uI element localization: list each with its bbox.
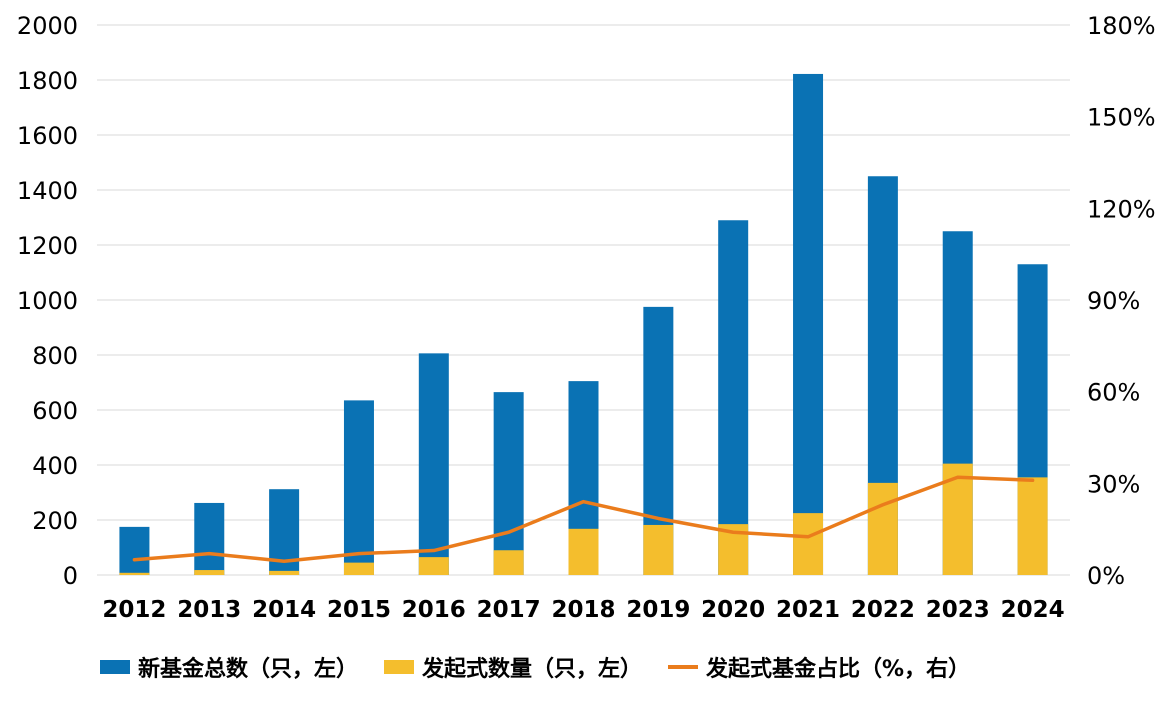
- x-tick-label: 2012: [102, 597, 166, 623]
- legend-label-ratio: 发起式基金占比（%，右）: [706, 657, 971, 682]
- left-axis-ticks: 0 200 400 600 800 1000 1200 1400 1600 1800 2000: [17, 12, 78, 590]
- bars-initiated-series: [119, 463, 1048, 575]
- x-tick-label: 2022: [851, 597, 915, 623]
- right-tick-label: 120%: [1087, 195, 1156, 223]
- left-tick-label: 1200: [17, 232, 78, 260]
- bar-initiated: [269, 570, 300, 575]
- bar-initiated: [568, 528, 599, 575]
- left-tick-label: 1800: [17, 67, 78, 95]
- bar-initiated: [493, 550, 524, 575]
- right-tick-label: 150%: [1087, 104, 1156, 132]
- legend-item-ratio: 发起式基金占比（%，右）: [668, 651, 970, 683]
- bar-initiated: [867, 482, 898, 575]
- legend: 新基金总数（只，左） 发起式数量（只，左） 发起式基金占比（%，右）: [100, 650, 996, 684]
- left-tick-label: 800: [32, 342, 78, 370]
- left-tick-label: 400: [32, 452, 78, 480]
- bar-total: [418, 353, 449, 575]
- x-tick-label: 2014: [252, 597, 316, 623]
- left-tick-label: 200: [32, 507, 78, 535]
- legend-item-total: 新基金总数（只，左）: [100, 651, 358, 683]
- legend-swatch-ratio: [668, 665, 699, 669]
- bar-total: [343, 400, 374, 575]
- x-tick-label: 2013: [177, 597, 241, 623]
- legend-label-total: 新基金总数（只，左）: [138, 657, 359, 682]
- x-tick-label: 2024: [1001, 597, 1065, 623]
- bar-initiated: [119, 572, 150, 575]
- x-tick-label: 2016: [402, 597, 466, 623]
- x-axis-ticks: 2012 2013 2014 2015 2016 2017 2018 2019 2020 2021…: [102, 597, 1064, 623]
- right-tick-label: 30%: [1087, 470, 1140, 498]
- x-tick-label: 2023: [926, 597, 990, 623]
- bar-total: [718, 220, 749, 575]
- x-tick-label: 2019: [626, 597, 690, 623]
- bar-initiated: [643, 524, 674, 575]
- right-axis-ticks: 0% 30% 60% 90% 120% 150% 180%: [1087, 12, 1156, 590]
- right-tick-label: 60%: [1087, 379, 1140, 407]
- left-tick-label: 1600: [17, 122, 78, 150]
- left-tick-label: 0: [63, 562, 78, 590]
- bars-total-series: [119, 73, 1048, 575]
- x-tick-label: 2020: [701, 597, 765, 623]
- right-tick-label: 90%: [1087, 287, 1140, 315]
- bar-total: [793, 73, 824, 575]
- legend-label-initiated: 发起式数量（只，左）: [422, 657, 643, 682]
- right-tick-label: 180%: [1087, 12, 1156, 40]
- bar-initiated: [418, 557, 449, 575]
- bar-total: [493, 392, 524, 575]
- bar-initiated: [1017, 477, 1048, 575]
- x-tick-label: 2018: [551, 597, 615, 623]
- right-tick-label: 0%: [1087, 562, 1125, 590]
- x-tick-label: 2015: [327, 597, 391, 623]
- left-tick-label: 1000: [17, 287, 78, 315]
- x-tick-label: 2017: [477, 597, 541, 623]
- left-tick-label: 2000: [17, 12, 78, 40]
- legend-swatch-initiated: [384, 660, 415, 674]
- gridlines: [97, 24, 1070, 576]
- legend-item-initiated: 发起式数量（只，左）: [384, 651, 642, 683]
- legend-swatch-total: [100, 660, 130, 674]
- left-tick-label: 600: [32, 397, 78, 425]
- x-tick-label: 2021: [776, 597, 840, 623]
- bar-initiated: [194, 570, 225, 575]
- bar-total: [194, 502, 225, 575]
- bar-initiated: [793, 513, 824, 575]
- bar-total: [119, 526, 150, 575]
- bar-initiated: [343, 562, 374, 575]
- line-ratio-series: [132, 475, 1035, 563]
- left-tick-label: 1400: [17, 177, 78, 205]
